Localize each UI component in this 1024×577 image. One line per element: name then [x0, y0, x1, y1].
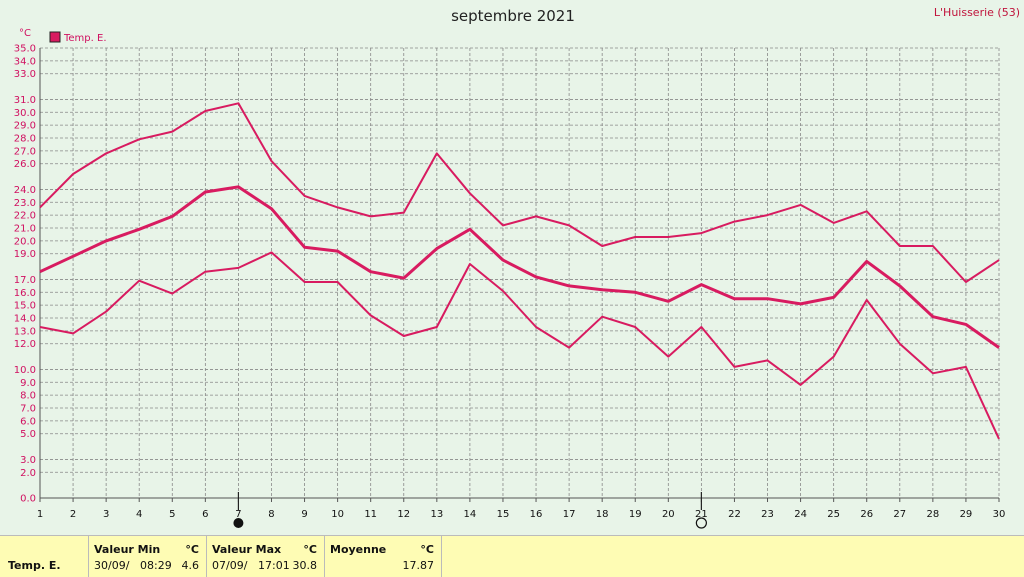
grid [39, 47, 1000, 499]
full-moon-icon [695, 517, 707, 529]
stats-mean-col: Moyenne °C 17.87 [324, 536, 442, 577]
y-tick-label: 15.0 [14, 301, 36, 312]
y-tick-label: 29.0 [14, 121, 36, 132]
x-tick-label: 13 [430, 509, 443, 520]
stats-max-date: 07/09/ [212, 559, 248, 572]
x-tick-label: 12 [397, 509, 410, 520]
x-tick-label: 16 [530, 509, 543, 520]
series-line-min [39, 251, 1000, 440]
x-tick-label: 14 [464, 509, 477, 520]
x-tick-label: 28 [926, 509, 939, 520]
x-tick-labels: 1 2 3 4 5 6 7 8 9 10 11 12 13 14 15 16 17 18 19 20 21 22 23 24 2… [37, 509, 1006, 520]
y-tick-label: 33.0 [14, 69, 36, 80]
x-tick-label: 21 [695, 509, 708, 520]
stats-min-col: Valeur Min °C 30/09/ 08:29 4.6 [88, 536, 207, 577]
y-tick-label: 7.0 [20, 404, 36, 415]
x-tick-label: 19 [629, 509, 642, 520]
legend-label: Temp. E. [63, 33, 107, 44]
y-tick-label: 16.0 [14, 288, 36, 299]
stats-mean-unit: °C [420, 543, 434, 556]
y-tick-label: 10.0 [14, 365, 36, 376]
y-tick-label: 19.0 [14, 249, 36, 260]
x-tick-label: 24 [794, 509, 807, 520]
y-tick-label: 22.0 [14, 211, 36, 222]
x-tick-label: 29 [960, 509, 973, 520]
stats-label-col: Temp. E. [0, 536, 89, 577]
series-line-max [39, 102, 1000, 283]
y-tick-label: 21.0 [14, 224, 36, 235]
x-tick-label: 22 [728, 509, 741, 520]
y-tick-labels: 0.0 2.0 3.0 5.0 6.07.0 8.0 9.0 10.0 12.0 13.014.0… [14, 44, 36, 505]
x-tick-label: 10 [331, 509, 344, 520]
x-tick-label: 23 [761, 509, 774, 520]
y-tick-label: 35.0 [14, 44, 36, 55]
x-tick-label: 18 [596, 509, 609, 520]
x-tick-label: 6 [202, 509, 208, 520]
x-tick-label: 20 [662, 509, 675, 520]
stats-min-date: 30/09/ [94, 559, 130, 572]
y-tick-label: 28.0 [14, 134, 36, 145]
y-tick-label: 23.0 [14, 198, 36, 209]
stats-min-value: 4.6 [181, 559, 200, 572]
stats-min-time: 08:29 [140, 559, 172, 572]
x-tick-label: 9 [301, 509, 307, 520]
y-tick-label: 0.0 [20, 494, 36, 505]
x-tick-label: 7 [235, 509, 241, 520]
series [39, 102, 1000, 440]
x-tick-label: 26 [860, 509, 873, 520]
x-tick-label: 11 [364, 509, 377, 520]
y-tick-label: 3.0 [20, 455, 36, 466]
x-tick-label: 3 [103, 509, 109, 520]
x-tick-label: 17 [563, 509, 576, 520]
y-tick-label: 6.0 [20, 416, 36, 427]
y-tick-label: 20.0 [14, 236, 36, 247]
y-tick-label: 14.0 [14, 314, 36, 325]
y-tick-label: 26.0 [14, 159, 36, 170]
y-tick-label: 9.0 [20, 378, 36, 389]
series-line-mean [39, 185, 1000, 349]
stats-max-unit: °C [303, 543, 317, 556]
y-tick-label: 31.0 [14, 95, 36, 106]
x-tick-label: 5 [169, 509, 175, 520]
y-tick-label: 2.0 [20, 468, 36, 479]
y-tick-label: 17.0 [14, 275, 36, 286]
new-moon-icon [233, 518, 244, 528]
stats-min-unit: °C [185, 543, 199, 556]
temperature-chart: septembre 2021 L'Huisserie (53) °C Temp.… [14, 6, 1020, 529]
stats-max-label: Valeur Max [212, 543, 282, 556]
stats-min-label: Valeur Min [94, 543, 161, 556]
y-tick-label: 27.0 [14, 146, 36, 157]
x-tick-label: 4 [136, 509, 142, 520]
y-tick-label: 13.0 [14, 326, 36, 337]
y-tick-label: 30.0 [14, 108, 36, 119]
y-tick-label: 34.0 [14, 56, 36, 67]
chart-title: septembre 2021 [451, 7, 575, 25]
stats-max-col: Valeur Max °C 07/09/ 17:01 30.8 [206, 536, 325, 577]
x-tick-label: 1 [37, 509, 43, 520]
legend-swatch [49, 31, 61, 43]
moon-phases [233, 492, 707, 529]
stats-panel: Temp. E. Valeur Min °C 30/09/ 08:29 4.6 … [0, 535, 1024, 577]
stats-max-time: 17:01 [258, 559, 290, 572]
x-tick-label: 30 [993, 509, 1006, 520]
stats-row-label: Temp. E. [8, 559, 61, 572]
x-tick-label: 8 [268, 509, 274, 520]
y-tick-label: 12.0 [14, 339, 36, 350]
y-tick-label: 8.0 [20, 391, 36, 402]
stats-mean-value: 17.87 [402, 559, 435, 572]
y-unit-label: °C [19, 28, 31, 39]
stats-max-value: 30.8 [292, 559, 318, 572]
y-tick-label: 24.0 [14, 185, 36, 196]
location-label: L'Huisserie (53) [934, 6, 1020, 19]
x-tick-label: 25 [827, 509, 840, 520]
x-tick-label: 27 [893, 509, 906, 520]
y-tick-label: 5.0 [20, 429, 36, 440]
x-tick-label: 15 [497, 509, 510, 520]
stats-mean-label: Moyenne [330, 543, 387, 556]
x-tick-label: 2 [70, 509, 76, 520]
